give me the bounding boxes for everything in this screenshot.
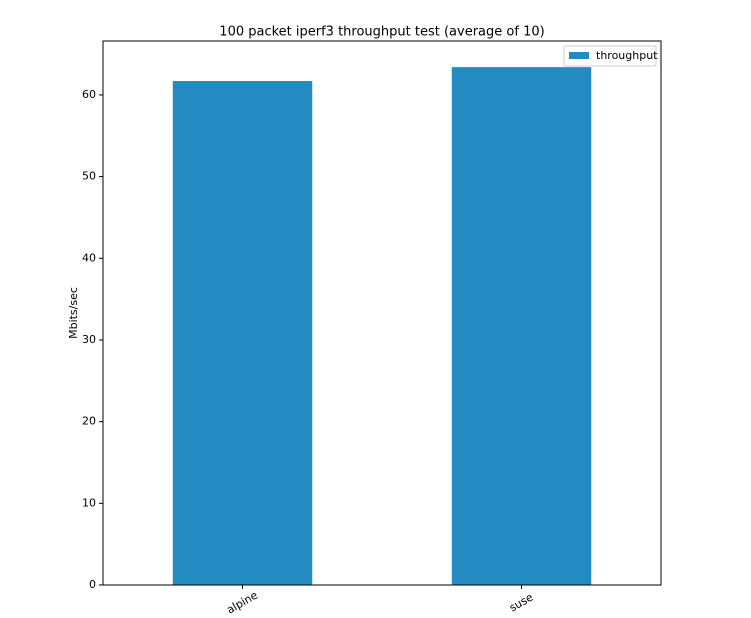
legend-box <box>563 45 657 67</box>
y-tick-label: 40 <box>82 251 96 264</box>
legend-label: throughput <box>596 49 658 62</box>
axes-frame <box>102 40 662 586</box>
y-tick-label: 0 <box>89 578 96 591</box>
chart-title: 100 packet iperf3 throughput test (avera… <box>219 25 544 40</box>
y-axis-label: Mbits/sec <box>67 287 80 339</box>
y-tick-label: 20 <box>82 415 96 428</box>
y-tick-label: 30 <box>82 333 96 346</box>
y-tick-label: 60 <box>82 88 96 101</box>
legend-swatch <box>569 52 589 59</box>
x-tick-label: alpine <box>224 588 260 616</box>
bar <box>172 81 313 586</box>
y-tick-label: 10 <box>82 496 96 509</box>
bar <box>451 67 592 586</box>
y-tick-label: 50 <box>82 170 96 183</box>
x-tick-label: suse <box>507 591 536 615</box>
